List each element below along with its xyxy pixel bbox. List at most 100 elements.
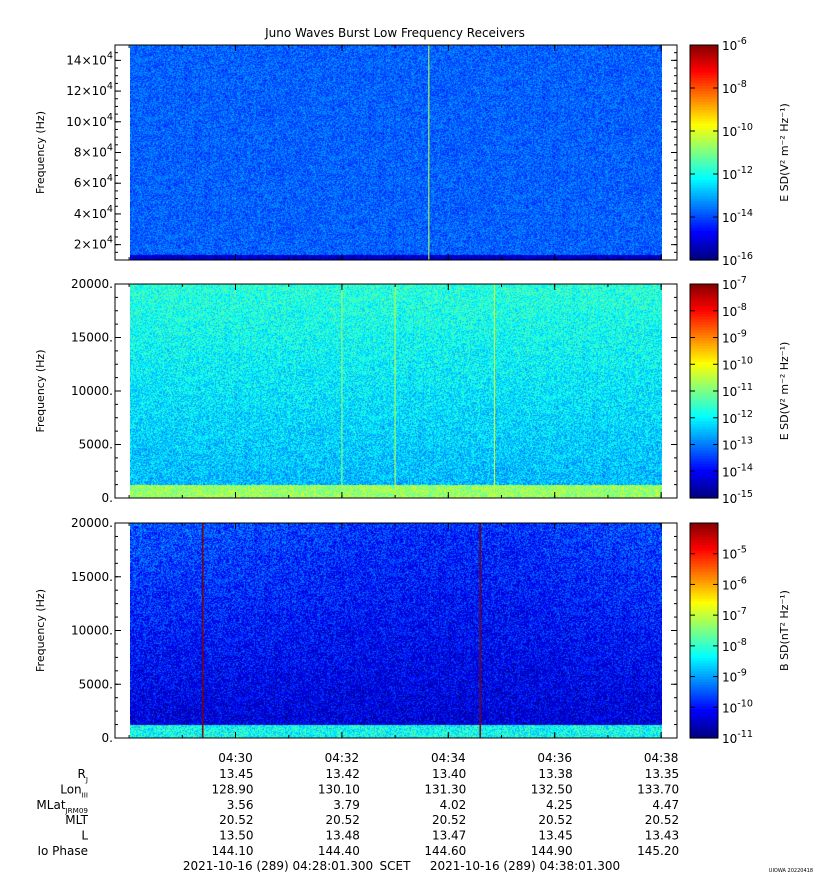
y-tick-label: 5000.	[79, 438, 113, 452]
ephemeris-value: 4.02	[440, 798, 467, 812]
colorbar-cell	[690, 101, 718, 105]
colorbar-cell	[690, 552, 718, 556]
colorbar-cell	[690, 251, 718, 256]
colorbar-cell	[690, 692, 718, 696]
colorbar-cell	[690, 238, 718, 242]
colorbar-cell	[690, 120, 718, 124]
ephemeris-value: 20.52	[645, 813, 679, 827]
colorbar-cell	[690, 77, 718, 81]
colorbar-cell	[690, 600, 718, 605]
colorbar-cell	[690, 415, 718, 419]
colorbar-cell	[690, 374, 718, 379]
colorbar-tick-label: 10-8	[722, 302, 747, 319]
colorbar-tick-label: 10-11	[722, 382, 753, 399]
colorbar-cell	[690, 372, 718, 376]
colorbar-cell	[690, 176, 718, 180]
y-tick-label: 5000.	[79, 677, 113, 691]
colorbar-tick-label: 10-8	[722, 637, 747, 654]
colorbar-cell	[690, 525, 718, 529]
colorbar-cell	[690, 495, 718, 499]
ephemeris-value: 3.56	[227, 798, 254, 812]
ephemeris-value: 13.42	[326, 767, 360, 781]
colorbar-cell	[690, 340, 718, 344]
colorbar-cell	[690, 473, 718, 478]
colorbar-cell	[690, 447, 718, 451]
colorbar-cell	[690, 136, 718, 140]
colorbar-cell	[690, 555, 718, 559]
colorbar-cell	[690, 385, 718, 389]
colorbar-tick-label: 10-16	[722, 251, 753, 268]
y-tick-label: 20000.	[71, 516, 113, 530]
colorbar-cell	[690, 627, 718, 632]
colorbar-cell	[690, 190, 718, 194]
colorbar-cell	[690, 297, 718, 301]
colorbar-cell	[690, 606, 718, 610]
spectrogram-panel-2: 0. 5000. 10000. 15000. 20000. Frequency (Hz) 1…	[34, 275, 791, 506]
colorbar-cell	[690, 528, 718, 532]
colorbar-tick-label: 10-15	[722, 489, 753, 506]
colorbar-cell	[690, 106, 718, 111]
colorbar-cell	[690, 179, 718, 183]
ephemeris-value: 20.52	[538, 813, 572, 827]
colorbar-cell	[690, 609, 718, 613]
colorbar-cell	[690, 63, 718, 68]
colorbar-cell	[690, 582, 718, 586]
colorbar-cell	[690, 334, 718, 339]
colorbar-cell	[690, 678, 718, 683]
colorbar-cell	[690, 547, 718, 551]
y-tick-label: 15000.	[71, 570, 113, 584]
colorbar-cell	[690, 214, 718, 218]
colorbar-cell	[690, 353, 718, 357]
colorbar-cell	[690, 479, 718, 483]
colorbar-cell	[690, 198, 718, 202]
colorbar-cell	[690, 345, 718, 349]
y-axis-label: Frequency (Hz)	[34, 589, 47, 672]
colorbar-cell	[690, 457, 718, 462]
colorbar-cell	[690, 641, 718, 645]
colorbar-tick-label: 10-11	[722, 729, 753, 746]
colorbar-cell	[690, 396, 718, 400]
colorbar-cell	[690, 708, 718, 712]
colorbar-cell	[690, 369, 718, 373]
colorbar-cell	[690, 404, 718, 408]
y-tick-label: 10000.	[71, 624, 113, 638]
colorbar-cell	[690, 544, 718, 548]
colorbar-cell	[690, 492, 718, 496]
colorbar-cell	[690, 654, 718, 658]
ephemeris-value: 20.52	[326, 813, 360, 827]
colorbar-cell	[690, 217, 718, 221]
colorbar-cell	[690, 476, 718, 480]
colorbar-cell	[690, 638, 718, 642]
colorbar-cell	[690, 316, 718, 320]
colorbar-cell	[690, 203, 718, 207]
colorbar-cell	[690, 523, 718, 527]
colorbar-cell	[690, 407, 718, 411]
colorbar-cell	[690, 163, 718, 167]
colorbar-cell	[690, 560, 718, 564]
colorbar-cell	[690, 603, 718, 607]
colorbar-cell	[690, 557, 718, 562]
colorbar-cell	[690, 284, 718, 288]
y-tick-label: 0.	[102, 731, 113, 745]
colorbar-label: E SD(V² m⁻² Hz⁻¹)	[778, 342, 791, 441]
colorbar-cell	[690, 652, 718, 656]
colorbar-cell	[690, 595, 718, 599]
colorbar-cell	[690, 289, 718, 293]
colorbar-cell	[690, 144, 718, 148]
colorbar-cell	[690, 79, 718, 84]
colorbar-cell	[690, 571, 718, 575]
colorbar-tick-label: 10-14	[722, 462, 753, 479]
colorbar-cell	[690, 484, 718, 488]
colorbar-cell	[690, 195, 718, 199]
colorbar-cell	[690, 382, 718, 387]
colorbar-cell	[690, 686, 718, 691]
colorbar-cell	[690, 576, 718, 581]
ephemeris-value: 13.48	[326, 829, 360, 843]
time-tick-label: 04:34	[431, 751, 466, 765]
colorbar-cell	[690, 192, 718, 197]
colorbar-cell	[690, 428, 718, 432]
time-tick-label: 04:38	[644, 751, 679, 765]
colorbar-tick-label: 10-5	[722, 545, 747, 562]
colorbar-cell	[690, 377, 718, 381]
